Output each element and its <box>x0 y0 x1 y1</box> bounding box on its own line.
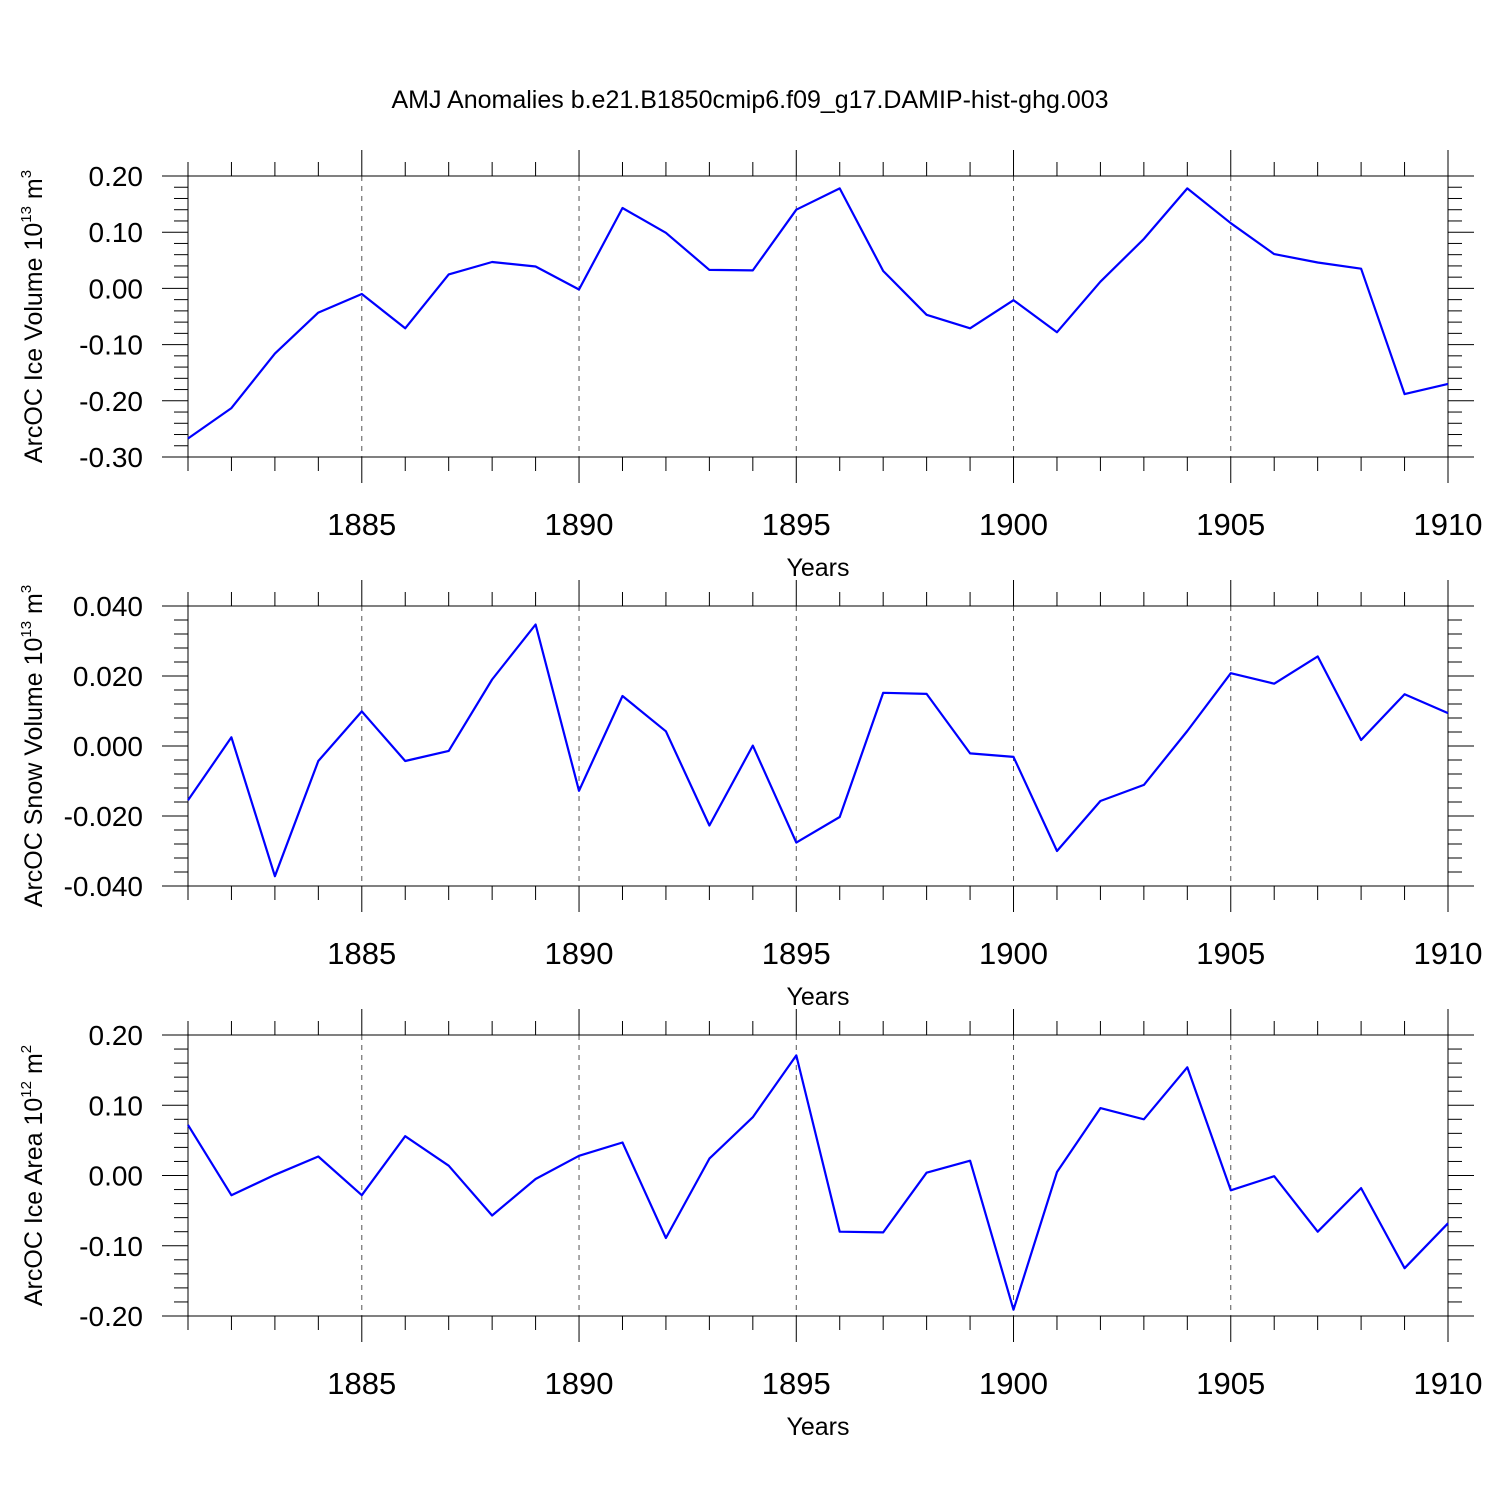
series-line <box>187 623 1449 878</box>
y-tick-label: 0.00 <box>89 1161 144 1192</box>
x-tick-label: 1890 <box>545 936 614 971</box>
y-tick-label: 0.20 <box>89 161 144 192</box>
x-tick-label: 1895 <box>762 1366 831 1401</box>
y-tick-label: 0.10 <box>89 217 144 248</box>
panel-3: -0.20 -0.10 0.00 0.10 0.20 1885 1890 1895 1900 19… <box>18 1009 1482 1441</box>
x-tick-label: 1900 <box>979 507 1048 542</box>
x-tick-label: 1885 <box>327 507 396 542</box>
y-tick-label: -0.20 <box>79 1301 143 1332</box>
x-tick-label: 1890 <box>545 507 614 542</box>
figure-title: AMJ Anomalies b.e21.B1850cmip6.f09_g17.D… <box>391 86 1108 114</box>
x-axis-label: Years <box>786 983 849 1011</box>
x-tick-label: 1910 <box>1414 1366 1483 1401</box>
y-tick-label: -0.040 <box>64 871 143 902</box>
x-tick-label: 1905 <box>1196 507 1265 542</box>
y-axis-label: ArcOC Ice Volume 1013 m3 <box>18 170 48 463</box>
x-tick-label: 1885 <box>327 936 396 971</box>
x-tick-label: 1905 <box>1196 936 1265 971</box>
x-axis-label: Years <box>786 1413 849 1441</box>
x-tick-label: 1905 <box>1196 1366 1265 1401</box>
x-tick-label: 1900 <box>979 936 1048 971</box>
y-tick-label: 0.000 <box>73 731 143 762</box>
y-axis-label: ArcOC Ice Area 1012 m2 <box>18 1045 48 1306</box>
series-line <box>187 1054 1449 1311</box>
x-tick-label: 1900 <box>979 1366 1048 1401</box>
y-tick-label: 0.040 <box>73 591 143 622</box>
y-tick-label: -0.30 <box>79 442 143 473</box>
panel-2: -0.040 -0.020 0.000 0.020 0.040 1885 1890 1895 1… <box>18 580 1482 1011</box>
chart-panels: -0.30 -0.20 -0.10 0.00 0.10 0.20 1885 1890 1895 1… <box>18 150 1482 1441</box>
x-tick-label: 1910 <box>1414 936 1483 971</box>
y-tick-label: 0.00 <box>89 273 144 304</box>
y-tick-label: 0.20 <box>89 1020 144 1051</box>
y-tick-label: -0.10 <box>79 1231 143 1262</box>
panel-1: -0.30 -0.20 -0.10 0.00 0.10 0.20 1885 1890 1895 1… <box>18 150 1482 582</box>
x-tick-label: 1895 <box>762 936 831 971</box>
x-tick-label: 1910 <box>1414 507 1483 542</box>
y-tick-label: -0.020 <box>64 801 143 832</box>
x-tick-label: 1890 <box>545 1366 614 1401</box>
x-tick-label: 1895 <box>762 507 831 542</box>
y-tick-label: -0.10 <box>79 330 143 361</box>
y-tick-label: -0.20 <box>79 386 143 417</box>
y-tick-label: 0.020 <box>73 661 143 692</box>
x-axis-label: Years <box>786 554 849 582</box>
y-tick-label: 0.10 <box>89 1090 144 1121</box>
series-line <box>187 187 1449 440</box>
y-axis-label: ArcOC Snow Volume 1013 m3 <box>18 585 48 907</box>
x-tick-label: 1885 <box>327 1366 396 1401</box>
